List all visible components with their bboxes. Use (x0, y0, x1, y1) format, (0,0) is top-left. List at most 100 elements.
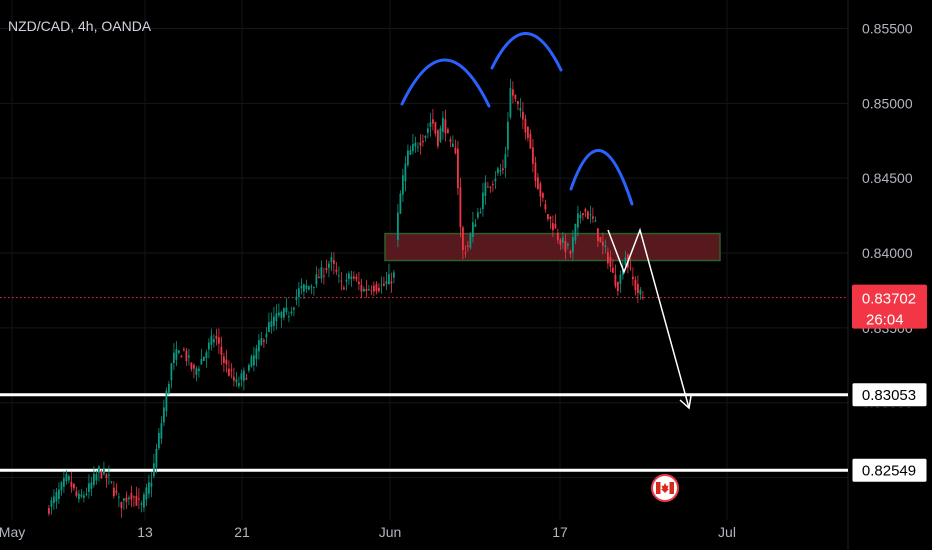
right-shoulder-arc[interactable] (569, 148, 634, 206)
candle-body (240, 373, 243, 380)
candle-body (467, 245, 469, 247)
candle-body (150, 482, 153, 487)
candle-body (80, 494, 83, 497)
candle-body (472, 222, 474, 237)
candle-body (482, 192, 484, 210)
candle-body (399, 193, 402, 214)
candle-body (642, 297, 644, 299)
canada-flag-icon[interactable] (651, 474, 679, 502)
candle-body (514, 94, 517, 99)
candle-body (562, 237, 564, 243)
candle-body (200, 359, 203, 365)
candle-body (409, 150, 412, 155)
candle-body (457, 148, 459, 189)
current-price-tag (852, 284, 927, 329)
price-axis[interactable]: 0.855000.850000.845000.840000.835000.830… (862, 20, 913, 485)
candle-body (564, 241, 567, 252)
candle-body (60, 482, 63, 491)
candle-body (243, 370, 245, 381)
candle-body (534, 162, 537, 182)
candle-body (624, 257, 627, 266)
candle-body (542, 193, 544, 198)
candle-body (355, 276, 358, 280)
candle-body (75, 491, 78, 496)
candle-body (390, 281, 393, 284)
candle-body (110, 481, 113, 483)
candle-body (373, 285, 375, 292)
candle-body (265, 333, 268, 338)
candle-body (293, 307, 295, 310)
candle-body (584, 209, 587, 212)
candle-body (622, 269, 624, 275)
candle-body (363, 288, 365, 292)
time-tick-label: 13 (137, 524, 153, 540)
candle-body (160, 423, 163, 439)
candle-body (145, 487, 148, 500)
candle-body (529, 133, 532, 149)
candle-body (429, 122, 432, 127)
annotations-layer[interactable] (400, 32, 692, 502)
left-shoulder-arc[interactable] (400, 58, 491, 108)
candle-body (504, 154, 507, 168)
level-price-tag (851, 457, 928, 483)
candle-body (333, 260, 335, 264)
candle-body (397, 212, 399, 240)
candle-body (639, 289, 642, 295)
grid-lines (0, 0, 849, 550)
candle-body (380, 284, 383, 286)
candle-body (607, 252, 609, 264)
candle-body (128, 497, 130, 500)
candle-body (524, 118, 527, 133)
candle-body (449, 139, 452, 142)
candle-body (479, 212, 482, 214)
candle-body (393, 272, 395, 278)
candle-body (464, 252, 467, 254)
candle-body (609, 257, 612, 267)
candle-body (100, 470, 103, 479)
candle-body (143, 494, 145, 508)
candle-body (477, 212, 479, 218)
candle-body (188, 355, 190, 358)
time-axis[interactable]: May 13 21 Jun 17 Jul (0, 524, 736, 540)
candle-body (447, 129, 449, 134)
candle-body (220, 346, 223, 355)
candle-body (210, 335, 213, 345)
candle-body (549, 216, 552, 220)
candle-body (155, 448, 158, 468)
price-tick-label: 0.84000 (862, 245, 913, 261)
candle-body (238, 382, 240, 387)
candle-body (388, 274, 390, 285)
candle-body (90, 482, 93, 489)
candle-body (320, 267, 323, 279)
candle-body (587, 211, 589, 220)
candle-body (70, 481, 73, 487)
candle-body (168, 383, 170, 393)
candle-body (193, 364, 195, 369)
candle-body (248, 365, 250, 371)
candle-body (213, 339, 215, 343)
candle-body (594, 220, 597, 222)
candle-body (180, 355, 183, 358)
level-price-label: 0.82549 (862, 462, 916, 479)
candle-body (78, 493, 80, 500)
candle-body (532, 147, 534, 164)
candle-body (407, 150, 409, 165)
horizontal-levels-layer[interactable] (0, 393, 848, 472)
head-arc[interactable] (490, 32, 563, 72)
candle-body (383, 283, 385, 286)
candle-body (318, 276, 320, 279)
resistance-zone-layer (0, 232, 848, 299)
candle-body (617, 281, 619, 292)
candle-body (123, 498, 125, 501)
candle-body (48, 508, 50, 514)
projection-arrow[interactable] (607, 227, 690, 409)
candle-body (53, 496, 55, 504)
candle-body (632, 276, 634, 280)
candle-body (310, 286, 313, 288)
candle-body (569, 251, 572, 254)
candle-body (452, 143, 454, 147)
time-tick-label: 21 (234, 524, 250, 540)
candle-body (519, 108, 522, 111)
